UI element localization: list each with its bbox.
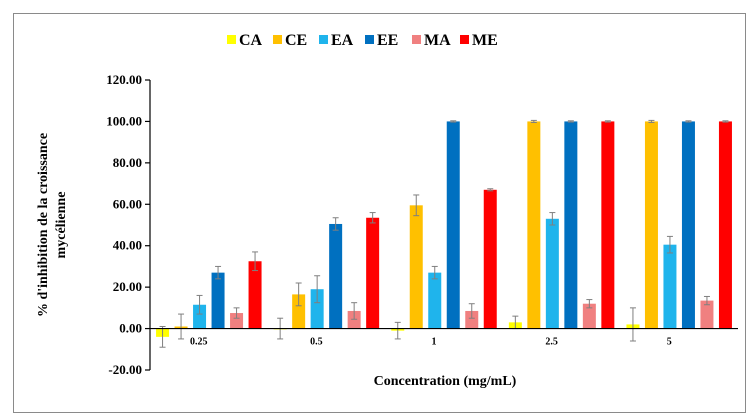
- bars: [156, 121, 732, 337]
- y-tick-label: -20.00: [108, 362, 142, 377]
- bar-ma: [465, 310, 479, 329]
- x-category-label: 0.25: [190, 337, 208, 348]
- legend-label-ea: EA: [331, 32, 354, 49]
- bar-ce: [527, 121, 541, 329]
- bar-ee: [211, 272, 225, 329]
- legend-swatch-ce: [273, 35, 282, 44]
- bar-ee: [681, 121, 695, 329]
- x-axis-label: Concentration (mg/mL): [374, 374, 517, 389]
- y-axis-label-line-1: % d'inhibition de la croissance: [36, 133, 51, 317]
- y-axis-label-line-2: mycélienne: [54, 192, 69, 259]
- bar-ce: [409, 205, 423, 329]
- bar-ma: [347, 310, 361, 329]
- x-category-label: 5: [667, 337, 672, 348]
- bar-me: [718, 121, 732, 329]
- legend-label-ca: CA: [239, 32, 263, 49]
- legend-label-ee: EE: [377, 32, 398, 49]
- bar-ee: [564, 121, 578, 329]
- inhibition-bar-chart: CA CE EA EE MA ME -20.00 0.00 20.00 40.00 60.00 80…: [36, 32, 738, 389]
- bar-ea: [545, 218, 559, 329]
- legend-swatch-me: [460, 35, 469, 44]
- legend-swatch-ea: [319, 35, 328, 44]
- bar-ma: [230, 313, 244, 329]
- x-category-label: 1: [432, 337, 437, 348]
- bar-ee: [446, 121, 460, 329]
- legend-label-me: ME: [472, 32, 498, 49]
- y-tick-label: 80.00: [113, 155, 142, 170]
- y-axis: -20.00 0.00 20.00 40.00 60.00 80.00 100.00 120.…: [106, 72, 151, 377]
- legend-label-ce: CE: [285, 32, 307, 49]
- bar-me: [601, 121, 615, 329]
- bar-ea: [310, 289, 324, 329]
- bar-ee: [329, 223, 343, 329]
- bar-ea: [193, 304, 207, 329]
- y-tick-label: 120.00: [106, 72, 142, 87]
- legend-swatch-ca: [227, 35, 236, 44]
- legend-swatch-ee: [365, 35, 374, 44]
- error-bars: [159, 119, 729, 348]
- x-category-label: 2.5: [545, 337, 558, 348]
- y-tick-label: 40.00: [113, 238, 142, 253]
- x-axis: 0.25 0.5 1 2.5 5: [150, 327, 738, 348]
- bar-me: [366, 217, 380, 329]
- y-tick-label: 0.00: [119, 321, 142, 336]
- bar-ce: [644, 121, 658, 329]
- y-tick-label: 20.00: [113, 279, 142, 294]
- bar-me: [483, 189, 497, 329]
- legend: CA CE EA EE MA ME: [227, 32, 498, 49]
- bar-ma: [700, 300, 714, 329]
- x-category-label: 0.5: [310, 337, 323, 348]
- bar-ea: [428, 272, 442, 329]
- y-tick-label: 60.00: [113, 196, 142, 211]
- y-tick-label: 100.00: [106, 113, 142, 128]
- bar-ma: [582, 303, 596, 329]
- legend-swatch-ma: [412, 35, 421, 44]
- bar-me: [248, 261, 262, 329]
- bar-ea: [663, 244, 677, 329]
- legend-label-ma: MA: [424, 32, 451, 49]
- bar-ce: [292, 294, 306, 329]
